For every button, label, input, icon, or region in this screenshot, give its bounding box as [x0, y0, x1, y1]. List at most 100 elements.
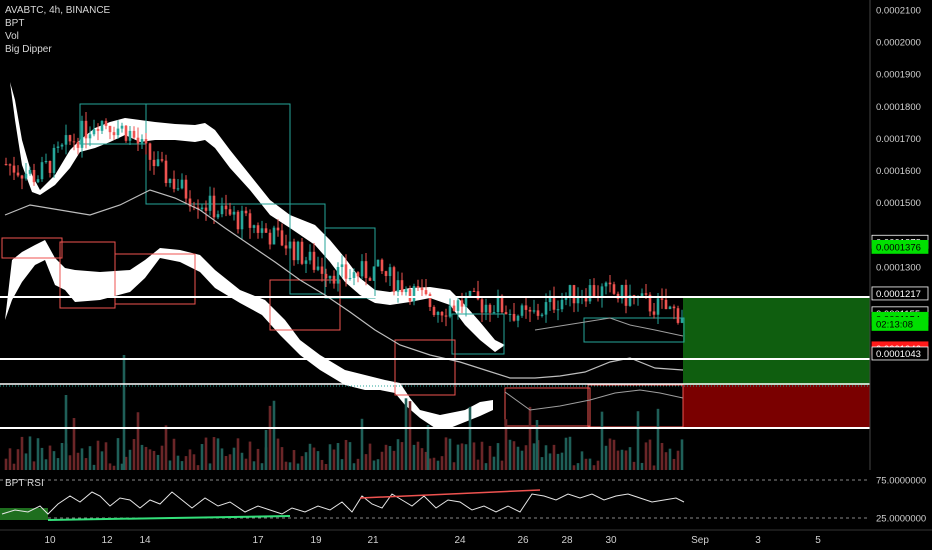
rsi-tick-label: 25.0000000 — [876, 514, 926, 525]
candle — [96, 123, 100, 141]
candle — [312, 243, 316, 273]
time-tick-label: 26 — [517, 535, 529, 546]
volume-bar — [116, 438, 120, 470]
time-tick-label: 5 — [815, 535, 821, 546]
volume-bar — [140, 444, 144, 470]
candle — [656, 293, 660, 324]
volume-bar — [152, 450, 156, 470]
candle — [628, 284, 632, 307]
candle — [528, 306, 532, 323]
candle — [52, 144, 56, 178]
rsi-oversold-marker — [0, 508, 48, 520]
candle — [640, 288, 644, 298]
price-axis[interactable]: 0.0002100 0.0002000 0.0001900 0.0001800 0.00… — [869, 0, 921, 470]
volume-bar — [60, 443, 64, 470]
candle — [368, 276, 372, 281]
take-profit-zone[interactable] — [683, 298, 870, 385]
candle — [532, 299, 536, 314]
volume-bar — [320, 459, 324, 470]
candle — [564, 292, 568, 306]
candle — [308, 244, 312, 265]
indicator-big-dipper[interactable]: Big Dipper — [5, 44, 52, 55]
lower-dipper-band — [5, 240, 493, 428]
volume-bar — [396, 439, 400, 470]
candle — [412, 283, 416, 306]
candle — [180, 173, 184, 190]
volume-bar — [328, 444, 332, 470]
candle — [164, 154, 168, 187]
symbol-title[interactable]: AVABTC, 4h, BINANCE — [5, 5, 111, 16]
candle — [400, 272, 404, 296]
indicator-bpt[interactable]: BPT — [5, 18, 25, 29]
volume-bar — [368, 443, 372, 470]
long-position-zones[interactable] — [683, 298, 870, 428]
volume-bar — [628, 447, 632, 470]
candle — [76, 137, 80, 155]
indicator-vol[interactable]: Vol — [5, 31, 19, 42]
volume-bar — [344, 439, 348, 470]
candle — [272, 225, 276, 245]
volume-bar — [28, 436, 32, 470]
candle — [404, 286, 408, 296]
volume-bar — [516, 446, 520, 470]
candle — [268, 229, 272, 250]
candle — [472, 287, 476, 292]
candle — [104, 118, 108, 130]
volume-bar — [556, 453, 560, 470]
volume-bar — [232, 447, 236, 470]
candle — [452, 300, 456, 312]
candle — [64, 124, 68, 155]
volume-bar — [228, 454, 232, 470]
candle — [208, 186, 212, 216]
candle — [576, 287, 580, 312]
volume-bar — [360, 418, 364, 470]
volume-bar — [476, 459, 480, 470]
candle — [148, 142, 152, 171]
volume-bar — [652, 465, 656, 470]
volume-bar — [572, 465, 576, 470]
volume-bar — [80, 448, 84, 470]
stop-loss-zone[interactable] — [683, 385, 870, 428]
price-label-box — [871, 317, 929, 331]
candle — [552, 286, 556, 314]
upper-envelope-line — [534, 317, 684, 337]
candle — [608, 275, 612, 293]
candle — [172, 170, 176, 193]
volume-bar — [432, 457, 436, 470]
volume-bar — [524, 445, 528, 470]
candle — [384, 270, 388, 283]
rsi-title[interactable]: BPT RSI — [5, 478, 44, 489]
candle — [300, 238, 304, 266]
time-tick-label: 10 — [44, 535, 56, 546]
volume-bar — [280, 447, 284, 470]
candle — [620, 284, 624, 304]
candle — [344, 254, 348, 287]
candle — [284, 234, 288, 256]
horizontal-levels[interactable] — [0, 296, 870, 429]
price-label-box — [871, 346, 929, 361]
volume-bar — [348, 442, 352, 470]
candle — [304, 256, 308, 274]
volume-bar — [192, 454, 196, 470]
candle — [84, 111, 88, 149]
volume-bar — [220, 448, 224, 470]
time-tick-label: 14 — [139, 535, 151, 546]
volume-bar — [184, 456, 188, 470]
volume-bar — [292, 450, 296, 470]
candle — [588, 278, 592, 305]
volume-bar — [164, 425, 168, 470]
volume-bar — [16, 449, 20, 470]
time-axis[interactable]: 10 12 14 17 19 21 24 26 28 30 Sep 3 5 — [0, 529, 932, 546]
candle — [152, 151, 156, 175]
bpt-box-red — [114, 253, 196, 305]
volume-bar — [248, 441, 252, 470]
volume-bar — [492, 456, 496, 470]
candle — [92, 119, 96, 137]
volume-bar — [400, 442, 404, 470]
volume-bar — [352, 463, 356, 470]
candle — [520, 303, 524, 318]
volume-bar — [560, 452, 564, 470]
candle — [36, 175, 40, 184]
candle — [136, 127, 140, 152]
